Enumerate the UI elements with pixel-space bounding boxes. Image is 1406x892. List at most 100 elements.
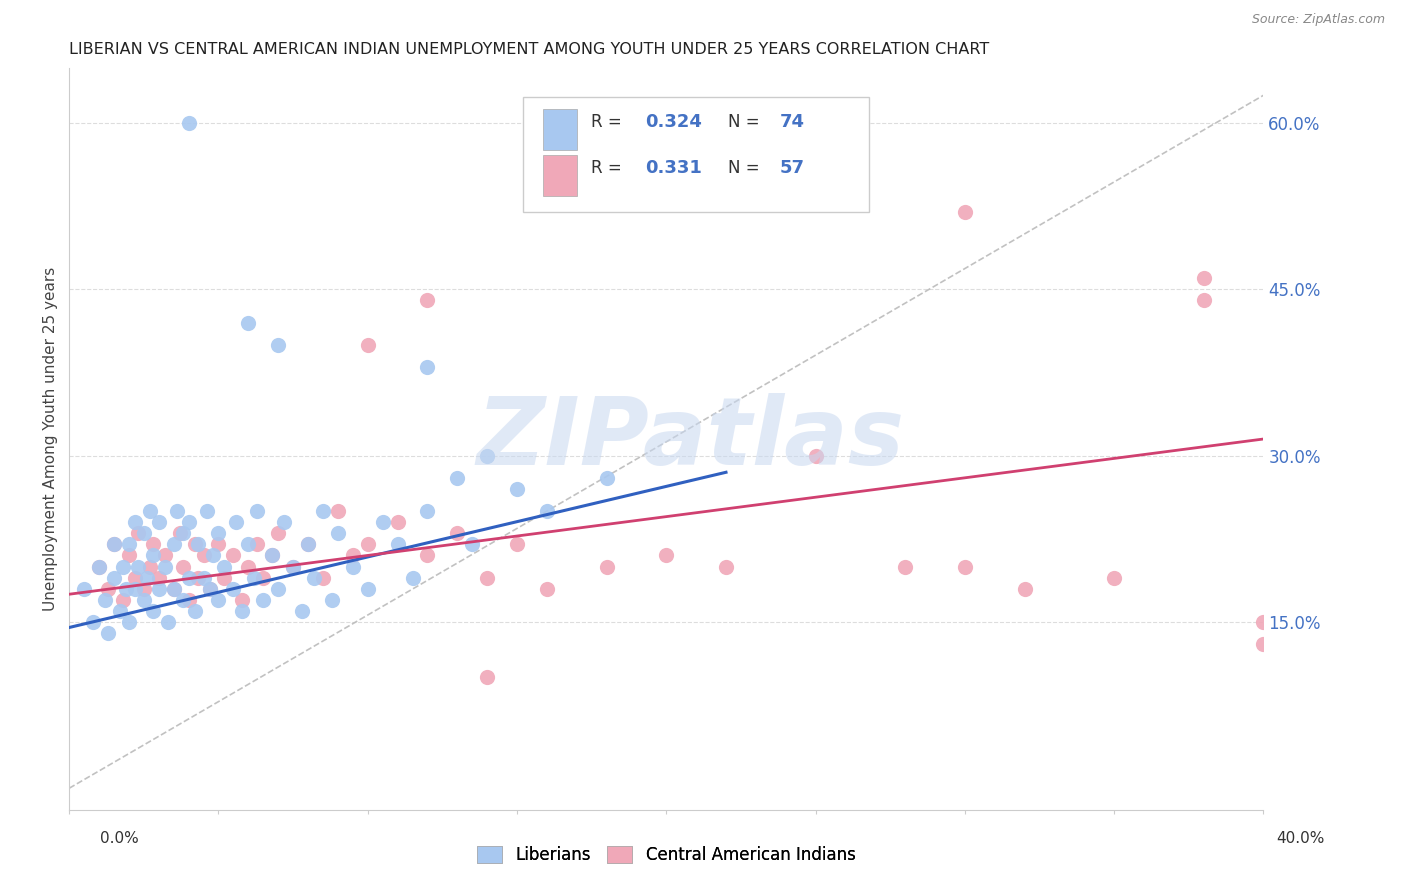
- Point: [321, 592, 343, 607]
- Text: R =: R =: [591, 112, 627, 130]
- Point: [416, 504, 439, 518]
- Point: [201, 549, 224, 563]
- Y-axis label: Unemployment Among Youth under 25 years: Unemployment Among Youth under 25 years: [44, 267, 58, 611]
- Text: LIBERIAN VS CENTRAL AMERICAN INDIAN UNEMPLOYMENT AMONG YOUTH UNDER 25 YEARS CORR: LIBERIAN VS CENTRAL AMERICAN INDIAN UNEM…: [69, 42, 990, 57]
- Point: [302, 571, 325, 585]
- Text: 40.0%: 40.0%: [1277, 831, 1324, 846]
- Point: [187, 537, 209, 551]
- Point: [108, 604, 131, 618]
- Point: [214, 571, 236, 585]
- Point: [148, 582, 170, 596]
- Point: [195, 504, 218, 518]
- Point: [262, 549, 284, 563]
- Bar: [543, 109, 576, 150]
- Point: [953, 204, 976, 219]
- Point: [183, 537, 205, 551]
- Point: [127, 526, 149, 541]
- Point: [118, 537, 141, 551]
- Point: [231, 592, 253, 607]
- Point: [148, 571, 170, 585]
- Point: [153, 559, 176, 574]
- Point: [124, 515, 146, 529]
- Point: [1014, 582, 1036, 596]
- Point: [132, 526, 155, 541]
- Point: [87, 559, 110, 574]
- Point: [312, 504, 335, 518]
- Point: [193, 549, 215, 563]
- Point: [103, 571, 125, 585]
- Point: [111, 592, 134, 607]
- FancyBboxPatch shape: [523, 97, 869, 212]
- Point: [87, 559, 110, 574]
- Point: [371, 515, 394, 529]
- Point: [267, 526, 290, 541]
- Point: [281, 559, 304, 574]
- Point: [262, 549, 284, 563]
- Point: [357, 582, 380, 596]
- Point: [118, 615, 141, 629]
- Point: [222, 582, 245, 596]
- Point: [297, 537, 319, 551]
- Point: [267, 338, 290, 352]
- Point: [595, 471, 617, 485]
- Point: [207, 592, 229, 607]
- Point: [124, 571, 146, 585]
- Point: [297, 537, 319, 551]
- Point: [246, 504, 269, 518]
- Point: [142, 537, 165, 551]
- Text: 0.0%: 0.0%: [100, 831, 139, 846]
- Point: [207, 526, 229, 541]
- Point: [243, 571, 266, 585]
- Point: [357, 338, 380, 352]
- Point: [124, 582, 146, 596]
- Point: [111, 559, 134, 574]
- Point: [127, 559, 149, 574]
- Point: [163, 537, 186, 551]
- Point: [342, 549, 364, 563]
- Point: [291, 604, 314, 618]
- Point: [177, 571, 200, 585]
- Text: N =: N =: [728, 112, 765, 130]
- Point: [1253, 615, 1275, 629]
- Point: [536, 504, 558, 518]
- Point: [115, 582, 138, 596]
- Point: [214, 559, 236, 574]
- Point: [475, 449, 498, 463]
- Point: [342, 559, 364, 574]
- Point: [166, 504, 188, 518]
- Point: [139, 504, 162, 518]
- Point: [446, 526, 468, 541]
- Text: R =: R =: [591, 159, 633, 177]
- Point: [177, 592, 200, 607]
- Point: [312, 571, 335, 585]
- Point: [163, 582, 186, 596]
- Point: [252, 592, 274, 607]
- Text: 74: 74: [780, 112, 804, 130]
- Point: [238, 559, 260, 574]
- Point: [177, 515, 200, 529]
- Point: [1192, 293, 1215, 308]
- Point: [1192, 271, 1215, 285]
- Text: Source: ZipAtlas.com: Source: ZipAtlas.com: [1251, 13, 1385, 27]
- Point: [135, 571, 157, 585]
- Point: [225, 515, 247, 529]
- Point: [142, 604, 165, 618]
- Point: [187, 571, 209, 585]
- Text: 0.324: 0.324: [645, 112, 702, 130]
- Point: [198, 582, 221, 596]
- Point: [536, 582, 558, 596]
- Point: [714, 559, 737, 574]
- Point: [238, 537, 260, 551]
- Point: [153, 549, 176, 563]
- Point: [326, 504, 349, 518]
- Point: [461, 537, 484, 551]
- Point: [193, 571, 215, 585]
- Point: [326, 526, 349, 541]
- Point: [506, 537, 529, 551]
- Point: [97, 582, 120, 596]
- Point: [273, 515, 295, 529]
- Point: [281, 559, 304, 574]
- Text: 0.331: 0.331: [645, 159, 702, 177]
- Point: [231, 604, 253, 618]
- Point: [148, 515, 170, 529]
